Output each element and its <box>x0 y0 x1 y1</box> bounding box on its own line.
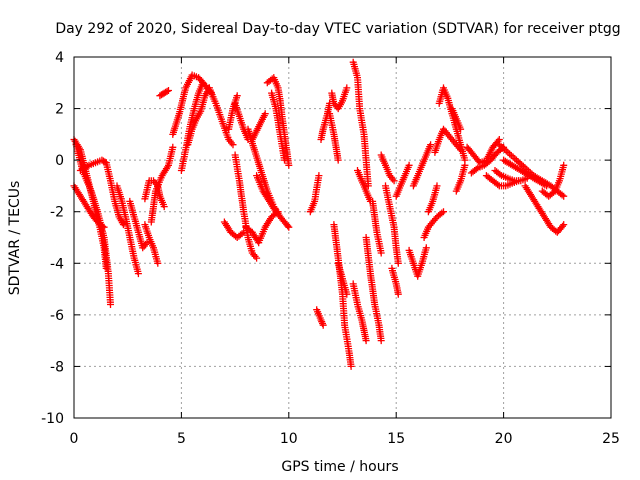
data-point <box>390 177 398 185</box>
y-tick-label: -10 <box>41 411 64 427</box>
data-point <box>560 192 568 200</box>
data-point <box>274 208 282 216</box>
data-point <box>472 165 480 173</box>
y-tick-label: -4 <box>50 256 64 272</box>
data-point <box>154 259 162 267</box>
data-point <box>253 254 261 262</box>
data-point <box>364 182 372 190</box>
x-tick-label: 25 <box>602 431 620 447</box>
data-point <box>560 221 568 229</box>
data-point <box>362 337 370 345</box>
data-point <box>347 362 355 370</box>
data-point <box>233 92 241 100</box>
data-point <box>394 259 402 267</box>
data-point <box>107 301 114 308</box>
data-point <box>494 137 502 145</box>
data-point <box>285 223 293 231</box>
chart-title: Day 292 of 2020, Sidereal Day-to-day VTE… <box>55 21 620 37</box>
data-point <box>119 221 127 229</box>
plot-frame <box>73 56 612 419</box>
x-tick-label: 20 <box>495 431 513 447</box>
data-point <box>457 125 465 133</box>
y-tick-label: 4 <box>55 50 64 66</box>
x-axis-label: GPS time / hours <box>281 459 398 475</box>
data-point <box>315 172 323 180</box>
grid-lines <box>74 57 611 418</box>
x-tick-label: 5 <box>177 431 186 447</box>
data-point <box>240 228 248 236</box>
y-tick-label: -2 <box>50 205 64 221</box>
x-tick-label: 0 <box>70 431 79 447</box>
data-point <box>238 230 246 238</box>
axis-ticks: 0 5 10 15 20 25 -10 -8 -6 -4 -2 0 2 4 <box>41 50 620 447</box>
data-point <box>343 84 351 92</box>
data-point <box>394 290 402 298</box>
data-point <box>165 87 172 94</box>
data-point <box>422 244 430 252</box>
y-axis-label: SDTVAR / TECUs <box>7 181 23 296</box>
data-point <box>169 143 177 151</box>
data-point <box>229 141 237 149</box>
data-point <box>558 191 566 199</box>
data-point <box>461 161 469 169</box>
data-point <box>377 337 385 345</box>
data-point <box>319 321 327 329</box>
y-tick-label: -8 <box>50 359 64 375</box>
y-tick-label: 0 <box>55 153 64 169</box>
y-tick-label: -6 <box>50 308 64 324</box>
data-point <box>560 161 568 169</box>
data-point <box>405 161 413 169</box>
data-point <box>440 208 447 216</box>
data-point <box>261 110 269 118</box>
data-point <box>559 222 566 230</box>
data-point <box>134 270 142 278</box>
data-point <box>163 87 171 95</box>
data-point <box>143 239 151 247</box>
data-point <box>343 290 351 298</box>
data-point <box>199 79 207 87</box>
y-tick-label: 2 <box>55 102 64 118</box>
data-point <box>281 156 288 164</box>
data-point <box>160 203 168 211</box>
data-point <box>494 181 502 189</box>
data-point <box>377 249 385 257</box>
data-point <box>433 182 441 190</box>
data-points <box>70 58 568 370</box>
x-tick-label: 15 <box>387 431 405 447</box>
x-tick-label: 10 <box>280 431 298 447</box>
data-point <box>334 156 342 164</box>
data-point <box>427 141 435 149</box>
data-point <box>285 161 293 169</box>
data-point <box>543 182 551 190</box>
data-point <box>284 222 292 230</box>
